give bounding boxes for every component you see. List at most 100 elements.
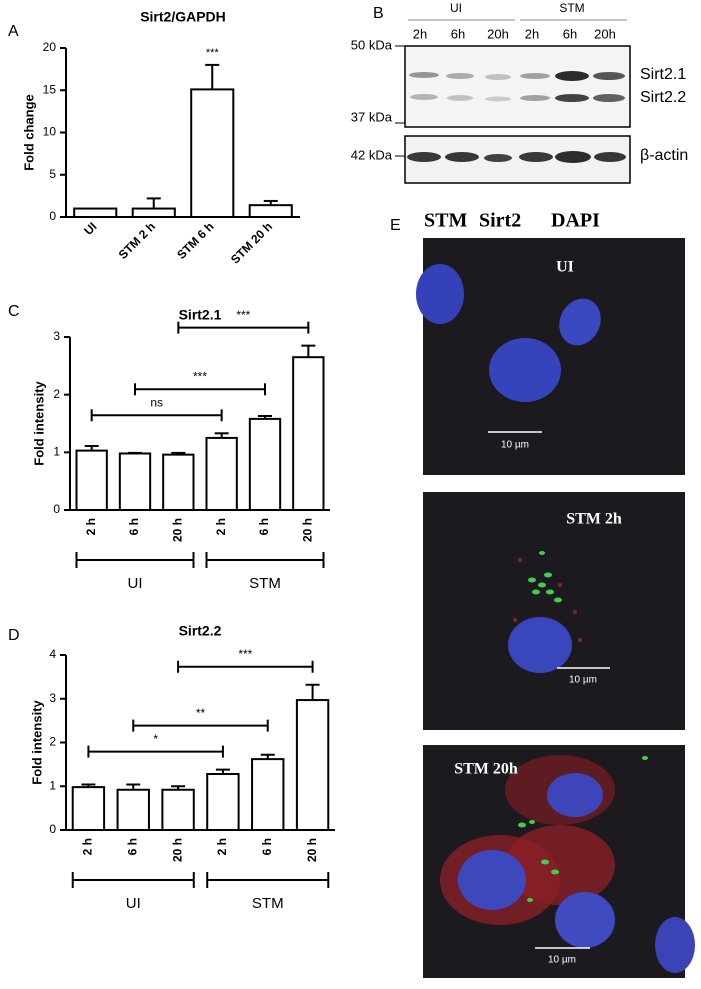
- band: [520, 73, 550, 79]
- bands: [407, 71, 626, 163]
- x-tick-label: STM 20 h: [228, 219, 275, 266]
- chart-title: Sirt2.1: [179, 307, 222, 323]
- bacterium: [642, 756, 648, 760]
- marker-label: 37 kDa: [351, 109, 393, 124]
- bacteria: [518, 756, 648, 902]
- bar: [116, 788, 150, 831]
- marker-label: 50 kDa: [351, 37, 393, 52]
- nucleus: [489, 338, 561, 402]
- x-tick-label: 6 h: [260, 838, 274, 855]
- band: [485, 96, 511, 102]
- speckle: [513, 618, 517, 622]
- bar: [118, 452, 152, 511]
- bar: [251, 758, 285, 831]
- x-tick-label: 2 h: [84, 518, 98, 535]
- bar: [205, 436, 238, 511]
- band: [555, 151, 591, 163]
- x-tick-label: 6 h: [125, 838, 139, 855]
- x-tick-label: 2 h: [215, 838, 229, 855]
- lane-label: 6h: [563, 26, 577, 41]
- x-tick-label: 20 h: [171, 518, 185, 542]
- y-tick-label: 3: [49, 691, 56, 705]
- significance: ***: [206, 47, 220, 59]
- y-tick-label: 15: [43, 82, 57, 96]
- bacterium: [538, 582, 546, 588]
- comparison-label: *: [153, 732, 158, 746]
- band: [594, 152, 626, 162]
- chart-title: Sirt2/GAPDH: [140, 9, 226, 25]
- y-tick-label: 0: [53, 502, 60, 516]
- bacterium: [529, 820, 535, 824]
- comparison-label: ***: [238, 647, 252, 661]
- y-tick-label: 5: [49, 167, 56, 181]
- panel-letter: B: [373, 5, 384, 22]
- bacterium: [528, 577, 536, 583]
- band-label: Sirt2.2: [640, 89, 686, 106]
- group-label: UI: [126, 895, 141, 912]
- chart-title: Sirt2.2: [179, 623, 222, 639]
- group-label: STM: [252, 895, 284, 912]
- bacterium: [541, 859, 549, 865]
- blot-group: STM: [559, 1, 584, 15]
- image-label: STM 20h: [454, 761, 518, 778]
- nucleus: [508, 617, 572, 673]
- y-tick-label: 2: [49, 735, 56, 749]
- band: [593, 94, 625, 102]
- speckle: [518, 558, 522, 562]
- comparison-label: **: [196, 706, 206, 720]
- bar: [292, 356, 325, 511]
- y-tick-label: 2: [53, 387, 60, 401]
- x-tick-label: STM 6 h: [174, 219, 216, 261]
- bar: [131, 207, 176, 219]
- bar: [248, 204, 293, 218]
- nucleus: [458, 850, 526, 910]
- nucleus: [655, 917, 695, 973]
- nucleus: [416, 264, 464, 324]
- x-tick-label: 20 h: [301, 518, 315, 542]
- bar: [190, 88, 235, 218]
- band: [410, 94, 438, 100]
- y-tick-label: 0: [49, 209, 56, 223]
- x-tick-label: 2 h: [81, 838, 95, 855]
- bar: [71, 786, 106, 831]
- y-tick-label: 1: [53, 445, 60, 459]
- panel-letter: C: [8, 303, 20, 320]
- blot-membrane: [404, 135, 631, 184]
- band: [485, 74, 511, 80]
- bacterium: [539, 551, 545, 555]
- x-tick-label: 6 h: [257, 518, 271, 535]
- speckle: [578, 638, 582, 642]
- bacterium: [544, 572, 552, 578]
- lane-label: 20h: [487, 26, 509, 41]
- bar: [161, 788, 195, 831]
- lane-label: 2h: [413, 26, 427, 41]
- group-label: UI: [128, 575, 143, 592]
- speckle: [573, 610, 577, 614]
- bacteria: [528, 551, 562, 603]
- image-label: UI: [556, 259, 574, 276]
- band: [446, 73, 474, 79]
- bar: [162, 453, 195, 512]
- band: [555, 94, 589, 102]
- bacterium: [546, 589, 554, 595]
- lane-label: 20h: [594, 26, 616, 41]
- comparison-label: ns: [150, 395, 163, 409]
- image-label: STM 2h: [566, 511, 622, 528]
- blot-membrane: [404, 45, 631, 128]
- micrograph: [423, 492, 685, 730]
- legend-entry: Sirt2: [479, 210, 521, 232]
- lane-label: 6h: [451, 26, 465, 41]
- y-tick-label: 0: [49, 822, 56, 836]
- bar: [248, 417, 282, 511]
- speckle: [558, 583, 562, 587]
- bar: [206, 773, 240, 831]
- x-tick-label: STM 2 h: [116, 219, 158, 261]
- band: [519, 152, 553, 162]
- y-tick-label: 10: [43, 125, 57, 139]
- band-label: β-actin: [640, 147, 688, 164]
- blot-group: UI: [450, 1, 462, 15]
- bar: [73, 207, 118, 219]
- band-label: Sirt2.1: [640, 66, 686, 83]
- y-tick-label: 20: [43, 40, 57, 54]
